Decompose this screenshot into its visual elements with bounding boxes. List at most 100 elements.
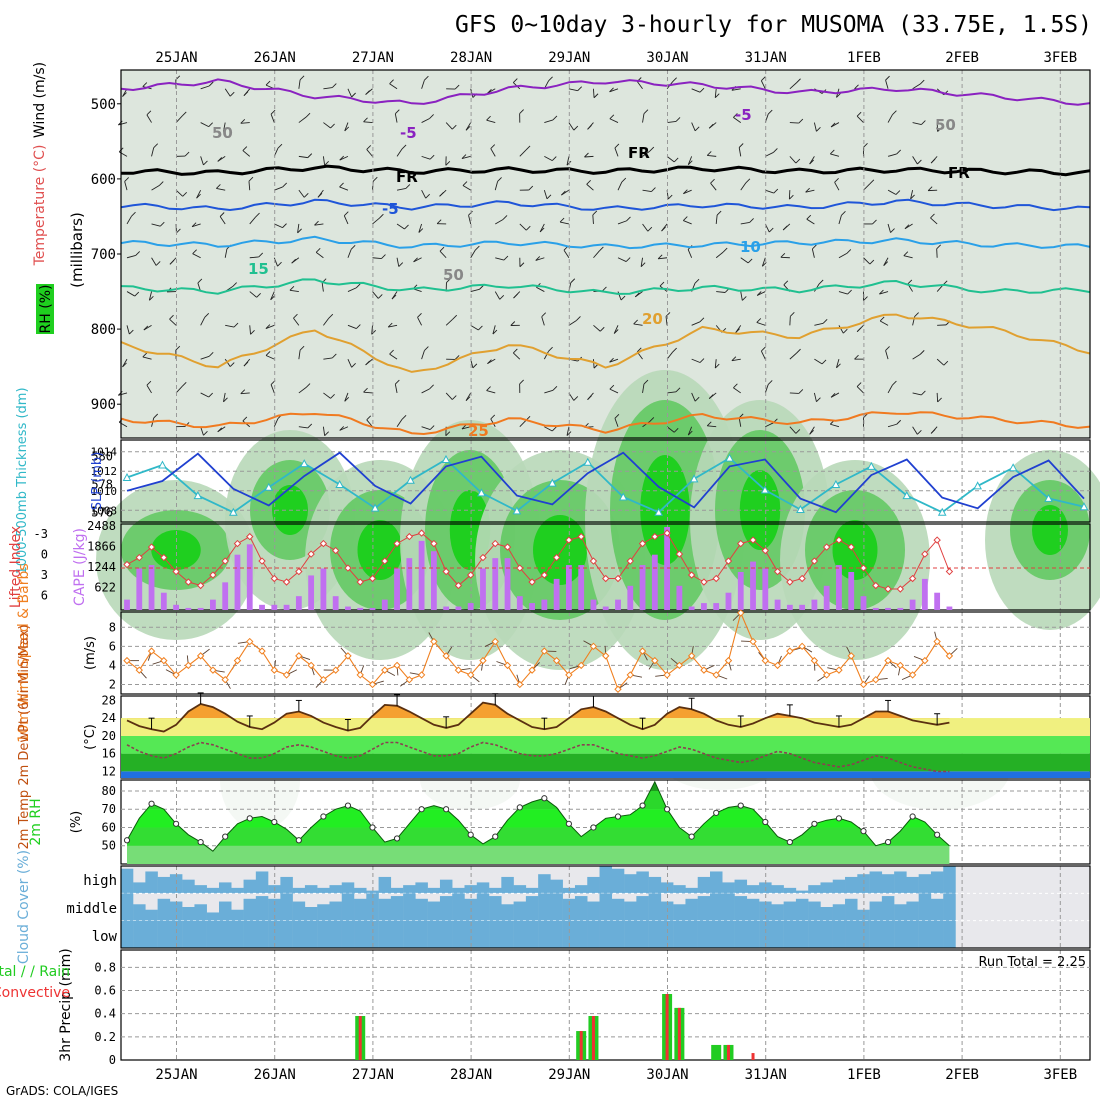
wind-barb — [298, 350, 301, 360]
wind-barb — [544, 155, 553, 161]
wind-barb-flag — [404, 224, 409, 230]
wind-barb — [494, 291, 501, 300]
li-marker — [798, 574, 806, 583]
wind-barb-flag — [756, 318, 762, 323]
wind-speed-marker — [528, 666, 536, 674]
cloud-cell-high — [304, 885, 318, 894]
wind-barb — [642, 223, 649, 232]
date-label-bottom: 30JAN — [646, 1067, 688, 1083]
wind-barb — [344, 392, 349, 402]
li-marker — [381, 557, 389, 565]
rh-marker — [467, 831, 474, 838]
cloud-cell-low — [476, 920, 490, 948]
wind-barb-flag — [339, 182, 344, 188]
wind-barb — [146, 114, 152, 123]
cape-bar — [566, 565, 572, 610]
panel-side-label: (millibars) — [68, 212, 86, 288]
wind-barb-flag — [503, 255, 509, 261]
contour-label: -5 — [735, 106, 752, 124]
wind-barb — [273, 418, 279, 427]
wind-barb — [298, 79, 301, 89]
wind-barb-flag — [782, 225, 788, 231]
wind-barb — [715, 214, 718, 225]
wind-barb — [297, 223, 300, 233]
cloud-cell-high — [280, 876, 293, 894]
wind-barb — [593, 88, 595, 98]
date-label-top: 2FEB — [945, 50, 979, 66]
wind-barb — [200, 122, 209, 128]
wind-barb — [764, 384, 769, 394]
date-label-top: 31JAN — [745, 50, 787, 66]
li-marker — [786, 578, 794, 586]
precip-total-bar — [711, 1044, 722, 1060]
wind-barb — [270, 384, 275, 394]
wind-barb-flag — [208, 122, 213, 127]
wind-speed-marker — [589, 642, 598, 651]
cloud-cell-low — [930, 920, 944, 948]
cloud-cell-low — [845, 920, 858, 948]
cloud-cell-low — [169, 920, 183, 948]
li-marker — [528, 578, 536, 586]
cape-bar — [725, 592, 732, 610]
cloud-cell-low — [783, 920, 797, 948]
wind-speed-marker — [172, 671, 180, 679]
run-total-label: Run Total = 2.25 — [978, 955, 1086, 970]
wind-barb-flag — [330, 394, 335, 399]
wind-barb-flag — [158, 181, 164, 186]
cloud-cell-low — [697, 920, 711, 948]
wind-barb — [761, 257, 766, 267]
wind-speed-marker — [135, 666, 143, 674]
wind-barb-flag — [454, 84, 460, 90]
cape-bar — [467, 603, 474, 610]
cloud-cell-low — [660, 920, 674, 948]
isotherm-FR — [121, 164, 1091, 177]
cape-bar — [271, 604, 278, 610]
cloud-cell-low — [771, 920, 784, 948]
wind-barb-flag — [223, 127, 228, 132]
cape-bar — [197, 607, 204, 610]
wind-barb-flag — [649, 146, 655, 152]
pressure-tick-label: 700 — [91, 247, 116, 263]
wind-barb-flag — [339, 155, 345, 161]
wind-barb-flag — [577, 86, 583, 91]
wind-barb-flag — [586, 179, 591, 185]
wind-barb-flag — [809, 159, 814, 165]
wind-barb-flag — [363, 117, 368, 123]
wind-barb-flag — [816, 397, 821, 403]
wind-barb-flag — [243, 91, 249, 96]
rh-marker — [884, 838, 892, 846]
cloud-cell-high — [710, 871, 723, 894]
wind-barb-flag — [155, 261, 161, 266]
cloud-cell-high — [120, 868, 134, 894]
cloud-cell-low — [439, 920, 453, 948]
cape-bar — [651, 554, 658, 610]
wind-speed-marker — [123, 656, 131, 665]
li-marker — [872, 581, 880, 590]
wind-barb-flag — [856, 382, 862, 387]
wind-speed-marker — [822, 671, 831, 679]
cape-bar — [946, 606, 953, 610]
wind-barb-flag — [570, 278, 576, 284]
li-marker — [405, 532, 414, 541]
wind-barb-flag — [182, 191, 188, 197]
temp-tick-label: 12 — [102, 764, 116, 778]
wind-barb-flag — [914, 312, 919, 317]
cloud-cell-low — [574, 920, 588, 948]
wind-barb-flag — [525, 145, 531, 151]
wind-barb-flag — [424, 346, 429, 351]
wind-barb-flag — [722, 247, 728, 253]
wind-barb-flag — [587, 395, 592, 401]
wind-barb — [126, 254, 136, 259]
wind-barb-flag — [735, 328, 740, 334]
wind-barb-flag — [741, 296, 747, 301]
wind-speed-marker — [749, 637, 757, 646]
wind-barb-flag — [609, 87, 614, 93]
wind-barb-flag — [767, 380, 773, 385]
wind-barb-flag — [683, 189, 688, 194]
wind-speed-marker — [933, 637, 941, 646]
cape-bar — [480, 568, 486, 610]
li-marker — [393, 539, 401, 548]
li-marker — [687, 571, 696, 579]
cloud-cell-middle — [157, 898, 171, 921]
wind-barb-flag — [659, 281, 665, 287]
